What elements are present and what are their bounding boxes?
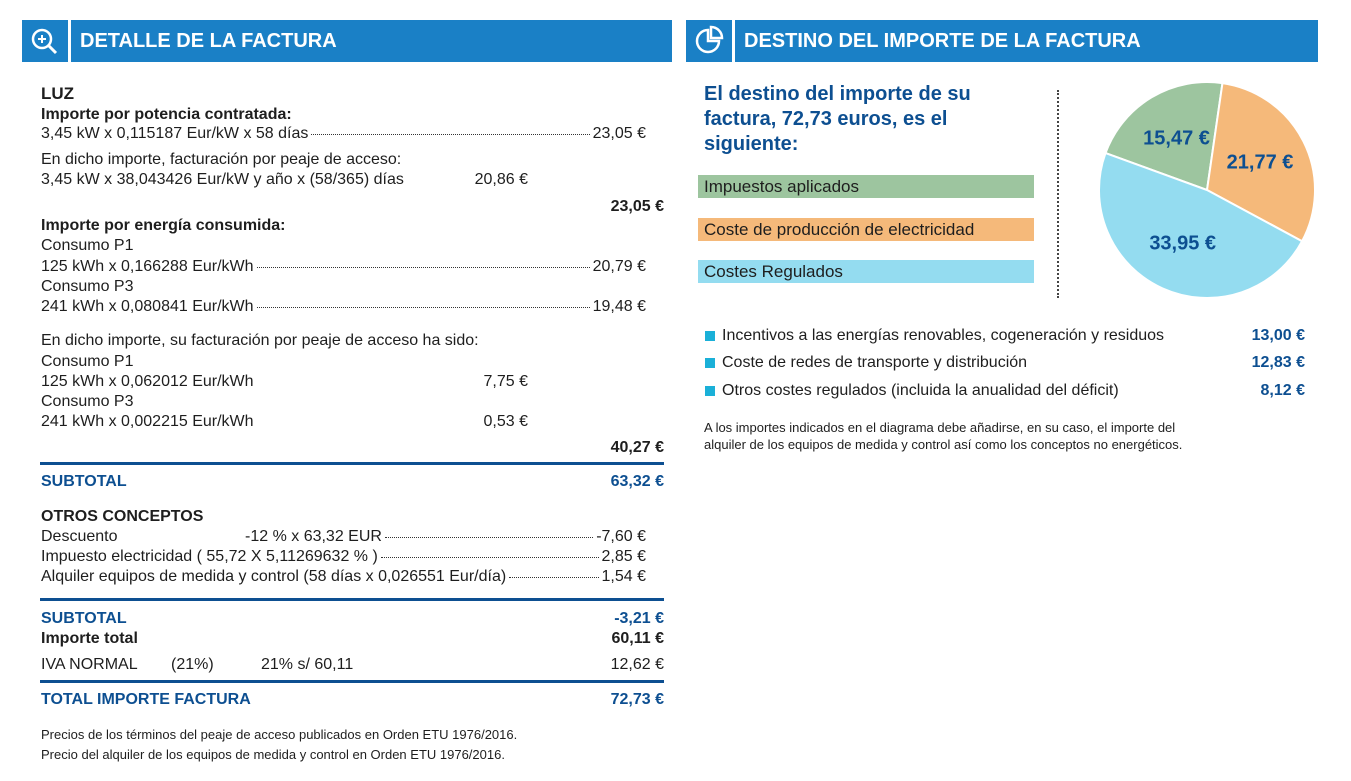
line-item: Descuento -12 % x 63,32 EUR -7,60 € bbox=[41, 527, 646, 547]
header-bar: DESTINO DEL IMPORTE DE LA FACTURA bbox=[686, 20, 1318, 62]
heading: Importe por potencia contratada: bbox=[41, 106, 292, 123]
amount: 12,62 € bbox=[610, 656, 664, 673]
text: En dicho importe, facturación por peaje … bbox=[41, 151, 402, 168]
line-item: Alquiler equipos de medida y control (58… bbox=[41, 567, 646, 587]
label: Alquiler equipos de medida y control (58… bbox=[41, 568, 507, 585]
footnote: Precios de los términos del peaje de acc… bbox=[41, 727, 518, 742]
text: En dicho importe, su facturación por pea… bbox=[41, 332, 479, 349]
amount: 7,75 € bbox=[483, 373, 528, 390]
line-item: 125 kWh x 0,166288 Eur/kWh 20,79 € bbox=[41, 257, 646, 277]
amount: 2,85 € bbox=[601, 548, 646, 565]
icon bbox=[22, 20, 71, 62]
label: 125 kWh x 0,166288 Eur/kWh bbox=[41, 258, 254, 275]
item-label: Incentivos a las energías renovables, co… bbox=[722, 327, 1165, 344]
amount: 40,27 € bbox=[610, 439, 664, 456]
label: 3,45 kW x 0,115187 Eur/kW x 58 días bbox=[41, 125, 309, 142]
heading: OTROS CONCEPTOS bbox=[41, 508, 204, 525]
text: 125 kWh x 0,062012 Eur/kWh bbox=[41, 373, 254, 390]
label: TOTAL IMPORTE FACTURA bbox=[41, 691, 251, 708]
legend-entry: Coste de producción de electricidad bbox=[698, 218, 1034, 241]
label: Impuesto electricidad ( 55,72 X 5,112696… bbox=[41, 548, 378, 565]
amount: 20,86 € bbox=[474, 171, 528, 188]
base: 21% s/ 60,11 bbox=[261, 656, 354, 673]
item-amount: 13,00 € bbox=[1251, 327, 1305, 344]
amount: 1,54 € bbox=[601, 568, 646, 585]
section-title: DETALLE DE LA FACTURA bbox=[80, 30, 337, 52]
line-item: 3,45 kW x 0,115187 Eur/kW x 58 días 23,05… bbox=[41, 124, 646, 144]
note: alquiler de los equipos de medida y cont… bbox=[704, 437, 1183, 452]
slice-label: 15,47 € bbox=[1143, 127, 1210, 149]
note: A los importes indicados en el diagrama … bbox=[704, 420, 1176, 435]
legend-entry: Impuestos aplicados bbox=[698, 175, 1034, 198]
leader bbox=[509, 577, 599, 578]
header-bar: DETALLE DE LA FACTURA bbox=[22, 20, 672, 62]
leader bbox=[380, 557, 599, 558]
bullet bbox=[705, 386, 715, 396]
amount: 23,05 € bbox=[610, 198, 664, 215]
magnifier-icon bbox=[31, 28, 58, 55]
slice-label: 21,77 € bbox=[1227, 152, 1294, 174]
amount: 0,53 € bbox=[483, 413, 528, 430]
rate: (21%) bbox=[171, 656, 214, 673]
pie-chart: 15,47 € 21,77 € 33,95 € bbox=[1098, 81, 1316, 299]
intro: siguiente: bbox=[704, 133, 799, 155]
pie-icon bbox=[695, 25, 724, 54]
legend-entry: Costes Regulados bbox=[698, 260, 1034, 283]
amount: 72,73 € bbox=[610, 691, 664, 708]
pie-slice bbox=[1205, 81, 1316, 243]
icon bbox=[686, 20, 735, 62]
leader bbox=[384, 537, 594, 538]
amount: 23,05 € bbox=[592, 125, 646, 142]
detail: -12 % x 63,32 EUR bbox=[245, 528, 382, 545]
rule bbox=[40, 462, 664, 465]
footnote: Precio del alquiler de los equipos de me… bbox=[41, 747, 505, 762]
line-item: Impuesto electricidad ( 55,72 X 5,112696… bbox=[41, 547, 646, 567]
leader bbox=[311, 134, 590, 135]
pie-slice bbox=[1098, 151, 1304, 299]
label: 241 kWh x 0,080841 Eur/kWh bbox=[41, 298, 254, 315]
text: Consumo P3 bbox=[41, 393, 134, 410]
slice-label: 33,95 € bbox=[1149, 232, 1216, 254]
label: SUBTOTAL bbox=[41, 473, 127, 490]
text: 241 kWh x 0,002215 Eur/kWh bbox=[41, 413, 254, 430]
item-amount: 12,83 € bbox=[1251, 354, 1305, 371]
label: SUBTOTAL bbox=[41, 610, 127, 627]
text: Consumo P1 bbox=[41, 237, 134, 254]
text: 3,45 kW x 38,043426 Eur/kW y año x (58/3… bbox=[41, 171, 404, 188]
item-label: Otros costes regulados (incluida la anua… bbox=[722, 382, 1119, 399]
heading: Importe por energía consumida: bbox=[41, 217, 286, 234]
item-amount: 8,12 € bbox=[1260, 382, 1305, 399]
leader bbox=[256, 307, 590, 308]
amount: 19,48 € bbox=[592, 298, 646, 315]
rule bbox=[40, 680, 664, 683]
bullet bbox=[705, 331, 715, 341]
section-title: DESTINO DEL IMPORTE DE LA FACTURA bbox=[744, 30, 1141, 52]
text: Consumo P3 bbox=[41, 278, 134, 295]
amount: 20,79 € bbox=[592, 258, 646, 275]
label: Descuento bbox=[41, 528, 118, 545]
text: Consumo P1 bbox=[41, 353, 134, 370]
item-label: Coste de redes de transporte y distribuc… bbox=[722, 354, 1028, 371]
leader bbox=[256, 267, 590, 268]
amount: -7,60 € bbox=[596, 528, 646, 545]
rule bbox=[40, 598, 664, 601]
amount: 63,32 € bbox=[610, 473, 664, 490]
line-item: 241 kWh x 0,080841 Eur/kWh 19,48 € bbox=[41, 297, 646, 317]
heading: LUZ bbox=[41, 84, 75, 103]
divider bbox=[1057, 90, 1059, 298]
bullet bbox=[705, 358, 715, 368]
amount: 60,11 € bbox=[611, 630, 665, 647]
intro: El destino del importe de su bbox=[704, 83, 971, 105]
amount: -3,21 € bbox=[614, 610, 664, 627]
intro: factura, 72,73 euros, es el bbox=[704, 108, 948, 130]
label: Importe total bbox=[41, 630, 138, 647]
label: IVA NORMAL bbox=[41, 656, 138, 673]
